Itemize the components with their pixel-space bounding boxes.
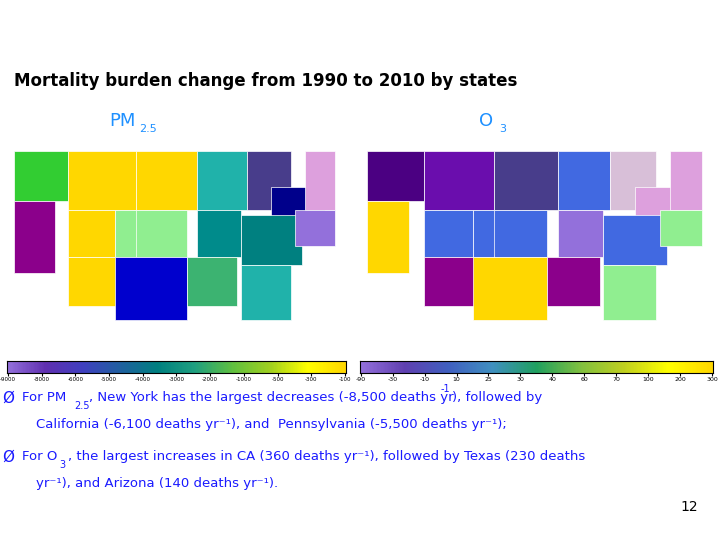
Text: PM: PM xyxy=(109,112,135,130)
Bar xyxy=(68,151,136,210)
Bar xyxy=(186,256,238,306)
Bar xyxy=(473,210,522,256)
Bar xyxy=(136,151,197,210)
Text: O: O xyxy=(479,112,493,130)
Text: 3: 3 xyxy=(59,460,66,470)
Bar xyxy=(611,151,657,210)
Text: Results: Results xyxy=(308,24,412,48)
Bar xyxy=(295,210,336,246)
Text: , the largest increases in CA (360 deaths yr⁻¹), followed by Texas (230 deaths: , the largest increases in CA (360 death… xyxy=(68,450,585,463)
Bar xyxy=(603,215,667,265)
Text: 3: 3 xyxy=(499,124,506,134)
Bar xyxy=(423,256,487,306)
Text: yr⁻¹), and Arizona (140 deaths yr⁻¹).: yr⁻¹), and Arizona (140 deaths yr⁻¹). xyxy=(36,477,278,490)
Text: For PM: For PM xyxy=(22,392,66,404)
Bar xyxy=(115,210,163,256)
Bar xyxy=(14,151,68,201)
Text: 2.5: 2.5 xyxy=(74,401,90,411)
Text: 12: 12 xyxy=(681,501,698,515)
Bar xyxy=(14,201,55,273)
Text: -1: -1 xyxy=(441,384,450,394)
Bar xyxy=(557,151,611,210)
Text: , New York has the largest decreases (-8,500 deaths yr: , New York has the largest decreases (-8… xyxy=(89,392,453,404)
Bar xyxy=(660,210,702,246)
Bar xyxy=(423,151,494,210)
Bar xyxy=(423,210,473,256)
Bar xyxy=(494,151,557,210)
Bar xyxy=(603,265,657,320)
Text: Mortality burden change from 1990 to 2010 by states: Mortality burden change from 1990 to 201… xyxy=(14,72,518,90)
Text: ), followed by: ), followed by xyxy=(452,392,542,404)
Bar xyxy=(547,256,600,306)
Bar xyxy=(473,256,547,320)
Bar xyxy=(68,256,129,306)
Bar xyxy=(557,210,603,256)
Bar xyxy=(367,201,410,273)
Text: For O: For O xyxy=(22,450,57,463)
Bar xyxy=(197,151,248,210)
Bar xyxy=(271,187,325,237)
Bar xyxy=(248,151,292,210)
Text: Ø: Ø xyxy=(3,449,14,464)
Bar xyxy=(635,187,692,237)
Bar xyxy=(68,210,115,256)
Bar xyxy=(494,210,547,256)
Bar xyxy=(115,256,186,320)
Text: Ø: Ø xyxy=(3,390,14,406)
Bar xyxy=(670,151,702,210)
Text: 2.5: 2.5 xyxy=(139,124,156,134)
Bar xyxy=(305,151,336,210)
Bar xyxy=(367,151,423,201)
Text: California (-6,100 deaths yr⁻¹), and  Pennsylvania (-5,500 deaths yr⁻¹);: California (-6,100 deaths yr⁻¹), and Pen… xyxy=(36,418,507,431)
Bar xyxy=(197,210,240,256)
Bar xyxy=(240,265,292,320)
Bar xyxy=(136,210,186,256)
Bar xyxy=(240,215,302,265)
